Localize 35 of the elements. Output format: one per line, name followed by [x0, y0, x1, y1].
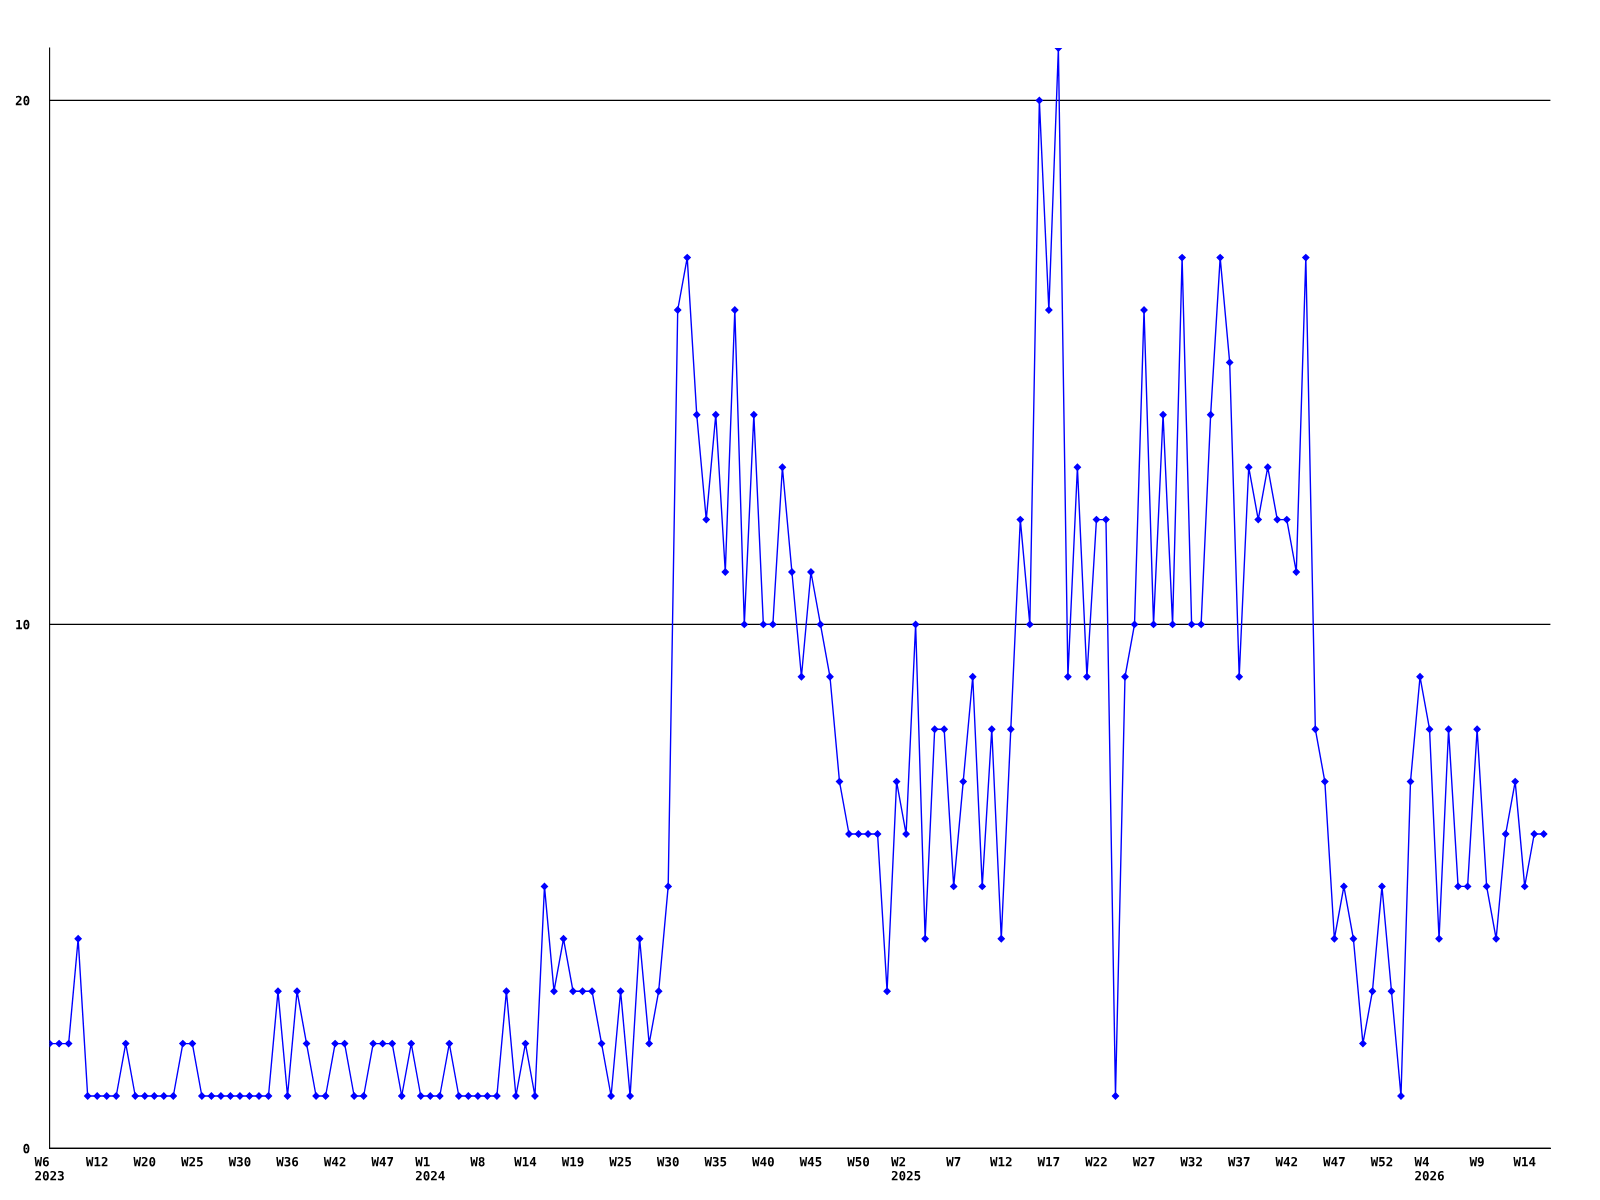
x-tick-label: W8	[470, 1156, 485, 1167]
x-tick-label: W17	[1037, 1157, 1060, 1167]
x-tick-label: W7	[946, 1157, 961, 1167]
x-tick-label: W37	[1227, 1156, 1250, 1167]
x-tick-label: W19	[561, 1157, 584, 1167]
x-tick-label: W14	[1513, 1157, 1536, 1167]
x-tick-label: W47	[1323, 1157, 1345, 1167]
x-tick-label: W35	[704, 1156, 727, 1167]
x-tick-label: W30	[228, 1156, 251, 1167]
x-tick-label: W14	[514, 1157, 537, 1167]
x-tick-label: W52	[1370, 1156, 1393, 1167]
x-tick-label: W42	[323, 1156, 346, 1167]
x-tick-label: W27	[1132, 1156, 1155, 1167]
y-tick-label: 10	[16, 619, 30, 630]
x-tick-label: W45	[799, 1157, 822, 1167]
x-tick-label: W47	[371, 1157, 394, 1167]
x-tick-label: W40	[752, 1156, 774, 1167]
x-tick-label: W25	[181, 1156, 203, 1167]
x-tick-label: W25	[609, 1156, 632, 1167]
x-tick-label: W20	[133, 1156, 156, 1167]
x-tick-label: W32	[1180, 1156, 1202, 1167]
x-tick-label: W30	[656, 1156, 679, 1167]
x-tick-label: W42	[1275, 1156, 1298, 1167]
y-tick-label: 20	[15, 95, 30, 106]
x-tick-label: W36	[276, 1156, 299, 1167]
x-tick-label: W12	[85, 1156, 108, 1167]
x-tick-label: W6 2023	[34, 1156, 64, 1181]
x-tick-label: W22	[1085, 1156, 1107, 1167]
x-tick-label: W50	[847, 1156, 870, 1167]
y-tick-label: 0	[23, 1143, 30, 1154]
x-tick-label: W4 2026	[1414, 1157, 1444, 1181]
x-tick-label: W2 2025	[891, 1156, 921, 1181]
x-tick-label: W1 2024	[415, 1157, 445, 1181]
x-tick-label: W9	[1469, 1157, 1484, 1167]
x-tick-label: W12	[989, 1156, 1012, 1167]
